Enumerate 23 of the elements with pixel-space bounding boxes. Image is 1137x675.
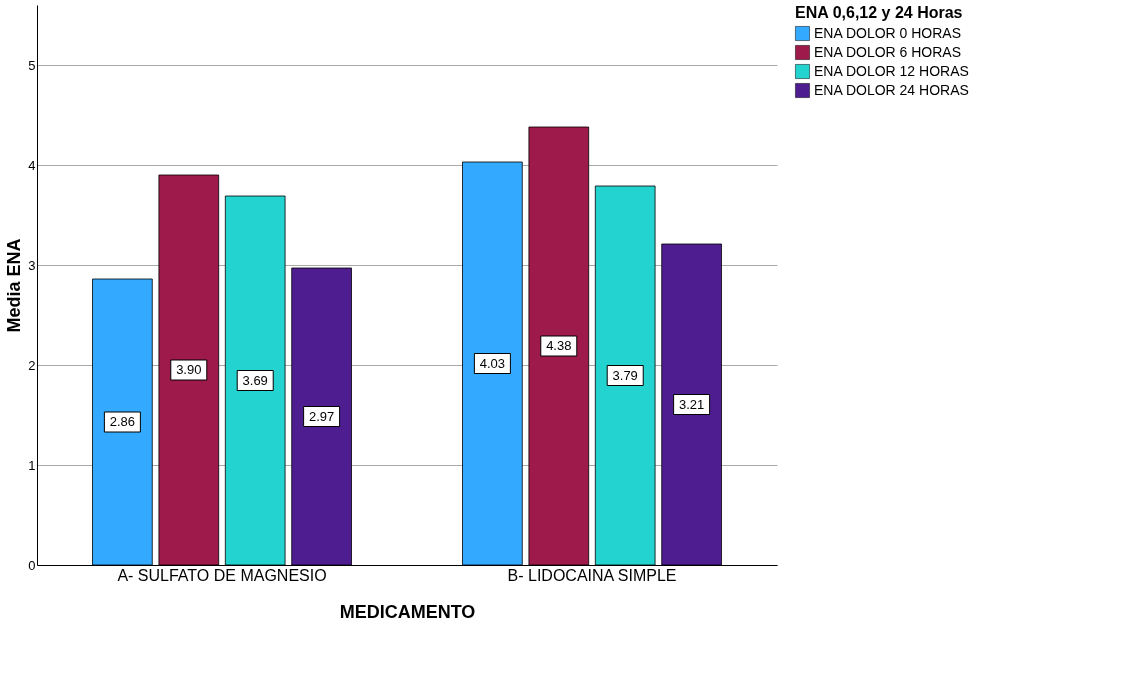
data-label: 4.38	[546, 338, 572, 353]
y-tick-label: 4	[28, 157, 36, 173]
legend-label: ENA DOLOR 0 HORAS	[814, 24, 962, 41]
x-axis-title: MEDICAMENTO	[339, 601, 476, 622]
data-label: 3.79	[612, 367, 638, 383]
x-tick-label: B- LIDOCAINA SIMPLE	[507, 566, 677, 584]
data-label: 3.21	[678, 396, 705, 412]
data-label: 2.97	[308, 408, 335, 424]
data-label: 2.86	[109, 414, 136, 429]
y-axis-title: Media ENA	[4, 238, 25, 333]
y-tick-label: 2	[28, 357, 36, 373]
legend-label: ENA DOLOR 12 HORAS	[814, 62, 969, 79]
y-tick-label: 3	[28, 257, 36, 273]
data-label: 4.03	[479, 355, 506, 371]
legend-label: ENA DOLOR 6 HORAS	[814, 43, 962, 60]
y-tick-label: 0	[28, 557, 36, 573]
data-label: 3.69	[242, 372, 268, 388]
x-tick-label: A- SULFATO DE MAGNESIO	[117, 566, 327, 584]
data-label: 3.90	[176, 362, 202, 377]
legend-title: ENA 0,6,12 y 24 Horas	[795, 4, 963, 21]
legend-label: ENA DOLOR 24 HORAS	[814, 81, 969, 98]
y-tick-label: 1	[28, 457, 36, 473]
y-tick-label: 5	[28, 57, 36, 73]
